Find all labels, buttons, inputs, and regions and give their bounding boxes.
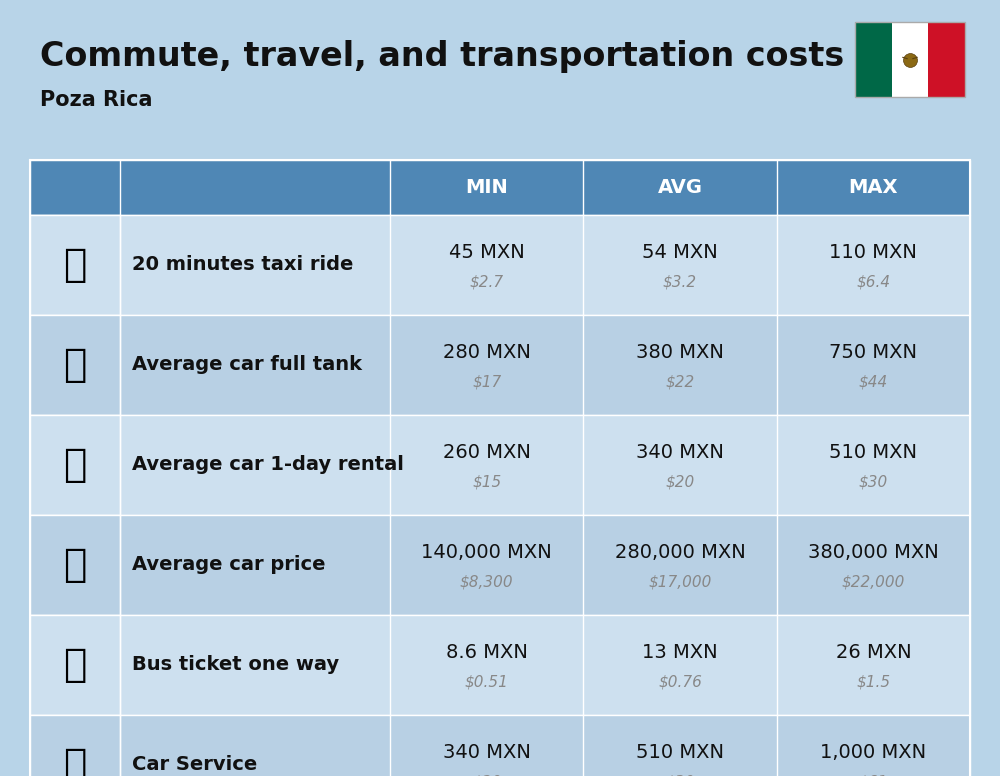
Text: 510 MXN: 510 MXN — [636, 743, 724, 763]
Text: 54 MXN: 54 MXN — [642, 244, 718, 262]
Bar — [928, 22, 965, 97]
Text: $3.2: $3.2 — [663, 275, 697, 289]
Text: Bus ticket one way: Bus ticket one way — [132, 656, 339, 674]
Text: 280,000 MXN: 280,000 MXN — [615, 543, 745, 563]
Bar — [30, 515, 970, 615]
Bar — [30, 315, 120, 415]
Text: $6.4: $6.4 — [856, 275, 890, 289]
Text: 110 MXN: 110 MXN — [829, 244, 917, 262]
Bar — [30, 715, 970, 776]
Text: MAX: MAX — [849, 178, 898, 197]
Text: 13 MXN: 13 MXN — [642, 643, 718, 663]
Text: 380 MXN: 380 MXN — [636, 344, 724, 362]
Text: 🚕: 🚕 — [63, 246, 87, 284]
Bar — [855, 22, 965, 97]
Text: Poza Rica: Poza Rica — [40, 90, 152, 110]
Text: $17,000: $17,000 — [648, 574, 712, 590]
Bar — [30, 215, 120, 315]
Text: Average car price: Average car price — [132, 556, 326, 574]
Bar — [30, 215, 970, 315]
Text: $15: $15 — [472, 474, 501, 490]
Text: 45 MXN: 45 MXN — [449, 244, 525, 262]
Text: $22,000: $22,000 — [842, 574, 905, 590]
Bar — [892, 22, 928, 97]
Text: 🚌: 🚌 — [63, 646, 87, 684]
Text: 140,000 MXN: 140,000 MXN — [421, 543, 552, 563]
Text: 340 MXN: 340 MXN — [443, 743, 531, 763]
Text: $44: $44 — [859, 375, 888, 390]
Text: 750 MXN: 750 MXN — [829, 344, 917, 362]
Text: $61: $61 — [859, 774, 888, 776]
Text: Average car full tank: Average car full tank — [132, 355, 362, 375]
Text: 340 MXN: 340 MXN — [636, 444, 724, 462]
Text: $17: $17 — [472, 375, 501, 390]
Bar — [30, 415, 970, 515]
Text: 🚘: 🚘 — [63, 546, 87, 584]
Text: $20: $20 — [665, 474, 695, 490]
Text: 260 MXN: 260 MXN — [443, 444, 531, 462]
Text: 8.6 MXN: 8.6 MXN — [446, 643, 528, 663]
Bar — [30, 160, 970, 215]
Text: AVG: AVG — [658, 178, 702, 197]
Text: Car Service: Car Service — [132, 756, 257, 774]
Bar — [30, 515, 120, 615]
Text: $8,300: $8,300 — [460, 574, 513, 590]
Bar — [30, 615, 120, 715]
Text: $2.7: $2.7 — [470, 275, 504, 289]
Text: $30: $30 — [859, 474, 888, 490]
Text: 510 MXN: 510 MXN — [829, 444, 917, 462]
Text: Commute, travel, and transportation costs: Commute, travel, and transportation cost… — [40, 40, 844, 73]
Text: MIN: MIN — [465, 178, 508, 197]
Text: 26 MXN: 26 MXN — [836, 643, 911, 663]
Bar — [30, 315, 970, 415]
Text: 🔧: 🔧 — [63, 746, 87, 776]
Bar — [30, 615, 970, 715]
Text: $30: $30 — [665, 774, 695, 776]
Bar — [30, 715, 120, 776]
Text: $20: $20 — [472, 774, 501, 776]
Text: 🚗: 🚗 — [63, 446, 87, 484]
Bar — [30, 415, 120, 515]
Text: 380,000 MXN: 380,000 MXN — [808, 543, 939, 563]
Text: 1,000 MXN: 1,000 MXN — [820, 743, 926, 763]
Text: 20 minutes taxi ride: 20 minutes taxi ride — [132, 255, 353, 275]
Text: 280 MXN: 280 MXN — [443, 344, 531, 362]
Text: $0.51: $0.51 — [465, 674, 509, 690]
Text: $0.76: $0.76 — [658, 674, 702, 690]
Text: $1.5: $1.5 — [856, 674, 890, 690]
Text: ⛽: ⛽ — [63, 346, 87, 384]
Text: Average car 1-day rental: Average car 1-day rental — [132, 456, 404, 474]
Bar — [855, 22, 892, 97]
Text: $22: $22 — [665, 375, 695, 390]
